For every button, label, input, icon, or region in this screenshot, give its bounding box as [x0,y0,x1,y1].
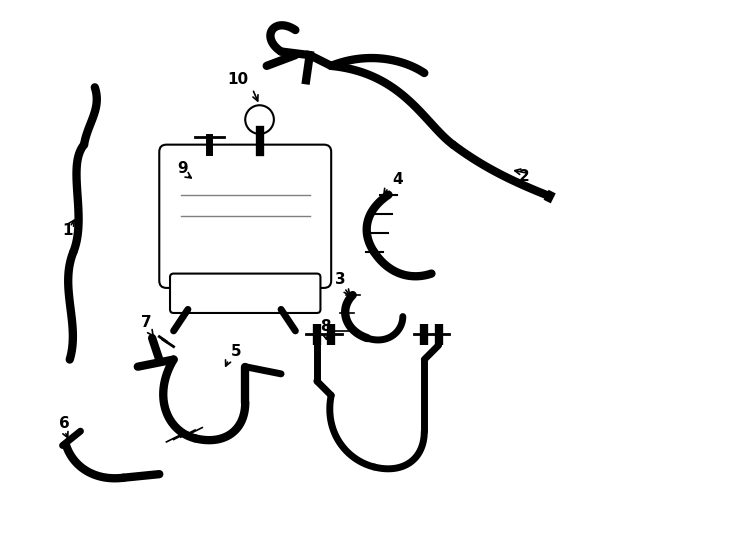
Text: 1: 1 [62,223,73,238]
Text: 3: 3 [335,272,346,287]
Text: 4: 4 [392,172,403,187]
Text: 10: 10 [228,72,248,87]
Text: 5: 5 [231,344,241,359]
FancyBboxPatch shape [159,145,331,288]
FancyBboxPatch shape [170,274,321,313]
Text: 6: 6 [59,416,70,430]
Text: 8: 8 [321,319,331,334]
Circle shape [245,105,274,134]
Text: 2: 2 [519,170,530,184]
Text: 9: 9 [177,161,188,176]
Text: 7: 7 [142,315,152,330]
